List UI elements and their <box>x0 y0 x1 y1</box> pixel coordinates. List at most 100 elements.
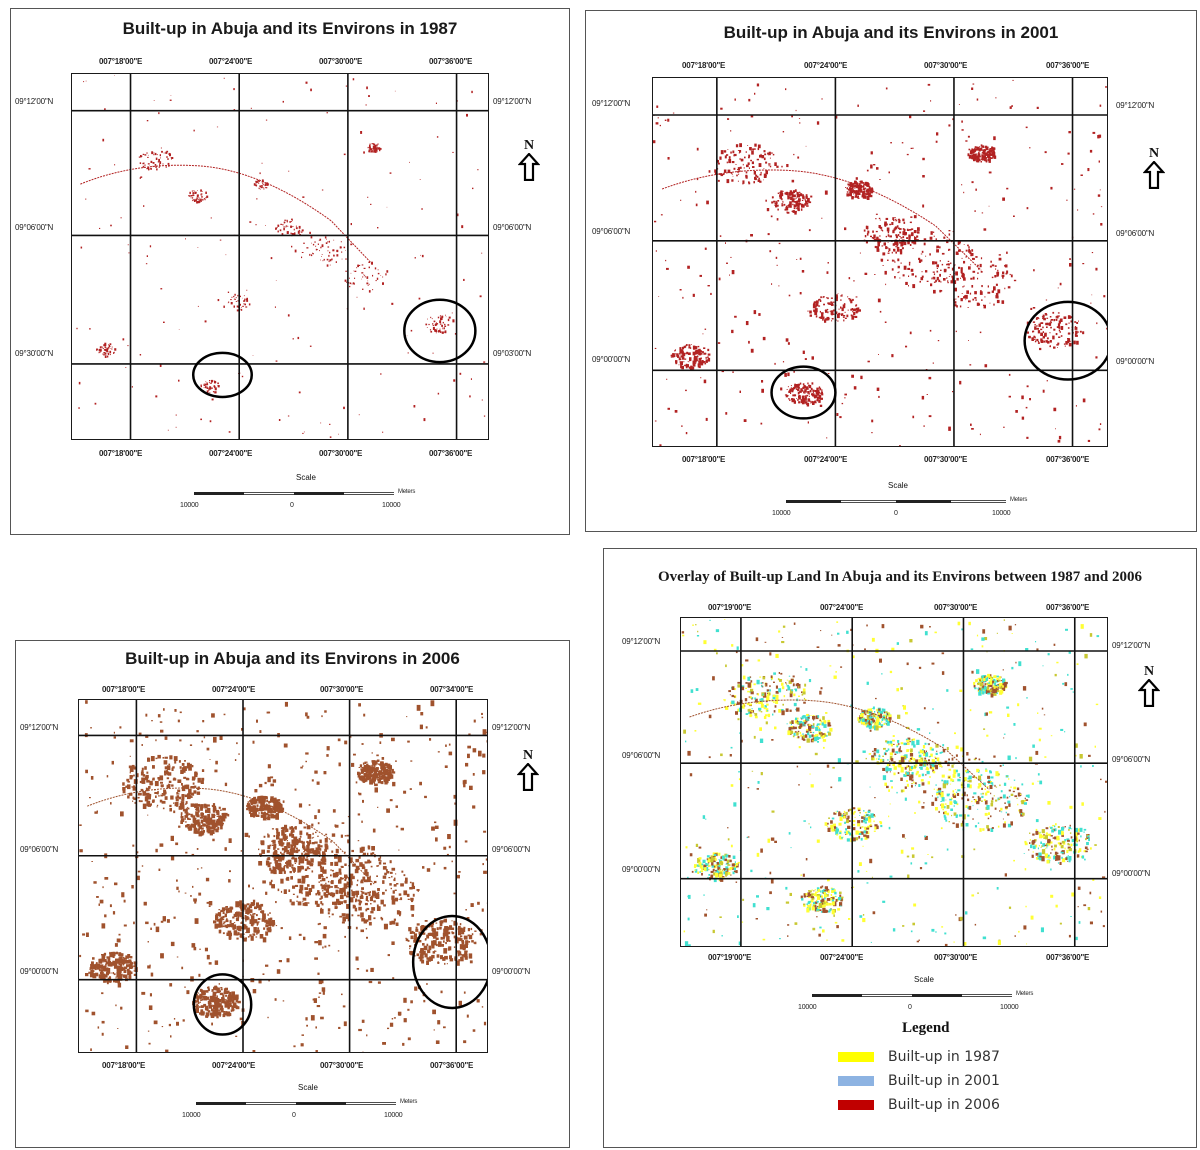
map-panel-2006: Built-up in Abuja and its Environs in 20… <box>15 640 570 1148</box>
lon-label-bottom: 007°19'00"E <box>708 953 752 962</box>
lon-label-top: 007°19'00"E <box>708 603 752 612</box>
highlight-circle <box>192 973 253 1036</box>
lon-label-top: 007°30'00"E <box>934 603 978 612</box>
map-panel-overlay: Overlay of Built-up Land In Abuja and it… <box>603 548 1197 1148</box>
lon-label-bottom: 007°18'00"E <box>682 455 726 464</box>
lat-label-left: 09°12'00"N <box>622 637 661 646</box>
north-arrow-icon: N <box>517 139 541 182</box>
highlight-circle <box>1023 300 1107 381</box>
lat-label-left: 09°06'00"N <box>20 845 59 854</box>
lat-label-left: 09°30'00"N <box>15 349 54 358</box>
built-up-map <box>72 74 488 439</box>
lon-label-top: 007°34'00"E <box>430 685 474 694</box>
lon-label-top: 007°30'00"E <box>924 61 968 70</box>
lon-label-top: 007°24'00"E <box>804 61 848 70</box>
lat-label-left: 09°00'00"N <box>622 865 661 874</box>
scale-label: Scale <box>295 473 316 482</box>
lon-label-bottom: 007°24'00"E <box>209 449 253 458</box>
lat-label-right: 09°00'00"N <box>492 967 531 976</box>
scale-tick: 10000 <box>992 510 1011 517</box>
north-arrow-icon: N <box>1142 147 1166 190</box>
road-line <box>87 787 375 885</box>
scale-tick: 10000 <box>772 510 791 517</box>
scale-unit: Meters <box>1010 497 1028 503</box>
scale-tick: 10000 <box>180 502 199 509</box>
lon-label-bottom: 007°18'00"E <box>102 1061 146 1070</box>
scale-tick: 10000 <box>1000 1004 1019 1011</box>
scale-bar: Scale 10000 0 10000 Meters <box>798 975 1044 1015</box>
map-title: Overlay of Built-up Land In Abuja and it… <box>658 569 1142 585</box>
scale-tick: 0 <box>290 502 294 509</box>
lon-label-top: 007°24'00"E <box>209 57 253 66</box>
built-up-map <box>681 618 1107 946</box>
lat-label-right: 09°12'00"N <box>493 97 532 106</box>
lon-label-top: 007°36'00"E <box>429 57 473 66</box>
lat-label-left: 09°00'00"N <box>20 967 59 976</box>
lon-label-top: 007°18'00"E <box>99 57 143 66</box>
legend-item: Built-up in 2001 <box>830 1069 1050 1093</box>
lon-label-bottom: 007°24'00"E <box>212 1061 256 1070</box>
lon-label-top: 007°36'00"E <box>1046 603 1090 612</box>
road-line <box>689 699 990 790</box>
legend-label: Built-up in 1987 <box>888 1049 1000 1065</box>
built-up-texture <box>653 79 1107 446</box>
scale-tick: 10000 <box>384 1112 403 1119</box>
scale-tick: 10000 <box>798 1004 817 1011</box>
scale-label: Scale <box>913 975 934 984</box>
map-frame <box>680 617 1108 947</box>
map-frame <box>78 699 488 1053</box>
scale-bar: Scale 10000 0 10000 Meters <box>772 481 1027 521</box>
highlight-circle <box>191 351 253 399</box>
lon-label-bottom: 007°36'00"E <box>430 1061 474 1070</box>
scale-tick: 10000 <box>182 1112 201 1119</box>
lat-label-right: 09°00'00"N <box>1112 869 1151 878</box>
legend-swatch <box>838 1100 874 1110</box>
lon-label-bottom: 007°36'00"E <box>1046 455 1090 464</box>
lat-label-right: 09°03'00"N <box>493 349 532 358</box>
scale-tick: 0 <box>908 1004 912 1011</box>
map-title: Built-up in Abuja and its Environs in 20… <box>723 23 1059 42</box>
road-line <box>661 169 982 271</box>
lon-label-top: 007°24'00"E <box>820 603 864 612</box>
scale-tick: 0 <box>894 510 898 517</box>
lat-label-right: 09°00'00"N <box>1116 357 1155 366</box>
scale-tick: 0 <box>292 1112 296 1119</box>
lat-label-right: 09°06'00"N <box>493 223 532 232</box>
scale-label: Scale <box>887 481 908 490</box>
map-frame <box>71 73 489 440</box>
built-up-texture <box>79 700 487 1052</box>
lat-label-left: 09°06'00"N <box>15 223 54 232</box>
scale-tick: 10000 <box>382 502 401 509</box>
lat-label-right: 09°06'00"N <box>492 845 531 854</box>
lat-label-left: 09°12'00"N <box>20 723 59 732</box>
legend-swatch <box>838 1052 874 1062</box>
highlight-circle <box>770 365 837 420</box>
legend-title: Legend <box>902 1020 950 1036</box>
north-arrow-icon: N <box>516 749 540 792</box>
map-panel-1987: Built-up in Abuja and its Environs in 19… <box>10 8 570 535</box>
map-frame <box>652 77 1108 447</box>
road-line <box>80 164 374 266</box>
lat-label-left: 09°06'00"N <box>622 751 661 760</box>
lon-label-bottom: 007°30'00"E <box>320 1061 364 1070</box>
lon-label-bottom: 007°30'00"E <box>924 455 968 464</box>
lat-label-right: 09°12'00"N <box>492 723 531 732</box>
lon-label-bottom: 007°36'00"E <box>1046 953 1090 962</box>
lat-label-left: 09°00'00"N <box>592 355 631 364</box>
north-arrow-icon: N <box>1137 665 1161 708</box>
built-up-map <box>79 700 487 1052</box>
lon-label-bottom: 007°30'00"E <box>319 449 363 458</box>
lon-label-bottom: 007°24'00"E <box>804 455 848 464</box>
built-up-texture <box>681 619 1107 946</box>
scale-unit: Meters <box>400 1099 418 1105</box>
map-title: Built-up in Abuja and its Environs in 19… <box>122 19 458 38</box>
highlight-circle <box>411 914 487 1010</box>
lat-label-right: 09°06'00"N <box>1112 755 1151 764</box>
built-up-texture <box>76 75 486 438</box>
legend-label: Built-up in 2001 <box>888 1073 1000 1089</box>
map-title: Built-up in Abuja and its Environs in 20… <box>125 649 460 668</box>
lon-label-bottom: 007°36'00"E <box>429 449 473 458</box>
built-up-map <box>653 78 1107 446</box>
lat-label-right: 09°12'00"N <box>1116 101 1155 110</box>
legend: Legend Built-up in 1987 Built-up in 2001… <box>830 1020 1050 1117</box>
